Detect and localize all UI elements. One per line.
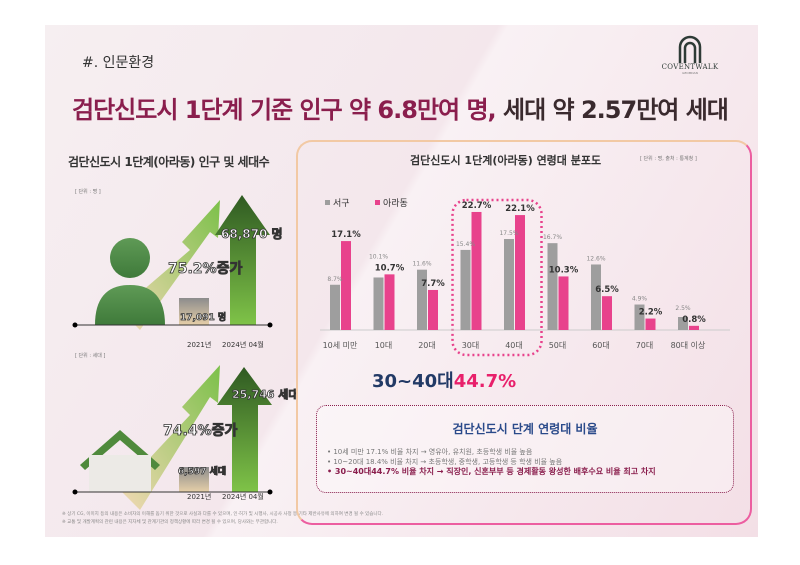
legend-swatch	[375, 200, 380, 205]
x-tick-label: 10세 미만	[323, 341, 358, 350]
highlight-summary: 30~40대44.7%	[372, 367, 516, 393]
title-main: 검단신도시 1단계 기준 인구 약 6.8만여 명,	[72, 96, 497, 124]
footnote: ※ 상기 CG, 이미지 등의 내용은 소비자의 이해를 돕기 위한 것으로 사…	[62, 512, 384, 517]
bar-서구	[547, 243, 558, 330]
data-label: 2.5%	[675, 305, 691, 312]
household-unit: [ 단위 : 세대 ]	[75, 353, 106, 359]
data-label: 0.8%	[682, 315, 706, 325]
households-2021-value: 6,597 세대	[178, 467, 227, 478]
axis-dot	[267, 322, 273, 328]
legend-swatch	[325, 200, 330, 205]
info-item: • 10~20대 18.4% 비율 차지 → 초등학생, 중학생, 고등학생 등…	[327, 458, 563, 466]
data-label: 15.4%	[456, 241, 475, 248]
x-tick-label: 20대	[418, 341, 436, 350]
data-label: 8.7%	[327, 276, 343, 283]
x-tick-label: 30대	[462, 341, 480, 350]
person-icon	[110, 238, 150, 278]
data-label: 10.1%	[369, 253, 388, 260]
bar-서구	[417, 269, 427, 330]
chart-source: [ 단위 : 명, 출처 : 통계청 ]	[640, 156, 697, 162]
highlight-value: 44.7%	[453, 371, 517, 392]
bar-서구	[460, 249, 471, 330]
bar-2024-population	[215, 195, 270, 325]
bar-아라동	[471, 211, 482, 330]
person-body-icon	[95, 285, 165, 325]
brand-logo: COVENTWALK GEOMDAN	[660, 35, 720, 75]
population-2021-value: 17,091 명	[180, 313, 227, 324]
info-title: 검단신도시 단계 연령대 비율	[452, 422, 598, 436]
data-label: 10.7%	[375, 263, 405, 273]
page-title: 검단신도시 1단계 기준 인구 약 6.8만여 명, 세대 약 2.57만여 세…	[72, 90, 729, 125]
data-label: 4.9%	[632, 296, 648, 303]
data-label: 11.6%	[412, 261, 431, 268]
population-year-2024: 2024년 04월	[222, 341, 264, 349]
bar-서구	[373, 277, 384, 330]
legend-label: 아라동	[383, 198, 408, 209]
x-tick-label: 50대	[549, 341, 567, 350]
population-unit: [ 단위 : 명 ]	[75, 189, 101, 195]
data-label: 22.7%	[462, 201, 492, 211]
bar-아라동	[558, 276, 569, 330]
highlight-box	[451, 198, 543, 357]
logo-subtext: GEOMDAN	[682, 71, 698, 75]
age-bar-chart: 서구 아라동 8.7% 17.1% 10세 미만 10.1% 10.7% 10대 11.6% 7.…	[320, 198, 730, 357]
title-secondary: 세대 약 2.57만여 세대	[495, 96, 729, 124]
info-item-highlight: • 30~40대44.7% 비율 차지 → 직장인, 신혼부부 등 경제활동 왕…	[327, 467, 656, 476]
axis-dot	[72, 489, 78, 495]
x-tick-label: 70대	[636, 341, 654, 350]
data-label: 16.7%	[543, 234, 562, 241]
x-tick-label: 10대	[375, 341, 393, 350]
bar-아라동	[384, 274, 395, 330]
arch-logo-icon	[678, 35, 702, 63]
population-growth: 75.2%증가	[168, 261, 243, 278]
data-label: 6.5%	[595, 285, 619, 295]
highlight-prefix: 30~40대	[372, 371, 454, 392]
chart-title: 검단신도시 1단계(아라동) 연령대 분포도	[410, 154, 602, 167]
x-tick-label: 80대 이상	[671, 340, 706, 350]
age-distribution-panel	[296, 140, 752, 525]
axis-dot	[267, 489, 273, 495]
households-2024-value: 25,746 세대	[232, 388, 299, 402]
house-roof-icon	[80, 430, 160, 470]
bar-서구	[504, 239, 514, 330]
growth-infographic	[72, 195, 273, 510]
households-growth: 74.4%증가	[163, 423, 238, 440]
data-label: 17.5%	[499, 230, 518, 237]
data-label: 10.3%	[549, 265, 579, 275]
age-ratio-info-box: 검단신도시 단계 연령대 비율 • 10세 미만 17.1% 비율 차지 → 영…	[316, 405, 734, 493]
footnotes: ※ 상기 CG, 이미지 등의 내용은 소비자의 이해를 돕기 위한 것으로 사…	[62, 511, 383, 527]
footnote: ※ 교통 및 개발계획의 관련 내용은 지자체 및 관계기관의 정책상황에 따라…	[62, 520, 278, 525]
bar-아라동	[341, 241, 351, 330]
bar-아라동	[428, 289, 438, 330]
house-icon	[89, 455, 151, 492]
bar-서구	[330, 284, 340, 330]
population-2024-value: 68,870 명	[221, 227, 283, 242]
data-label: 12.6%	[586, 255, 605, 262]
x-tick-label: 60대	[592, 341, 610, 350]
logo-text: COVENTWALK	[661, 63, 719, 71]
x-tick-label: 40대	[505, 341, 523, 350]
bar-2021-households	[179, 467, 209, 492]
data-label: 17.1%	[331, 230, 361, 240]
left-panel-title: 검단신도시 1단계(아라동) 인구 및 세대수	[68, 155, 270, 169]
households-year-2024: 2024년 04월	[222, 493, 264, 501]
population-year-2021: 2021년	[187, 341, 212, 349]
bar-2024-households	[217, 367, 272, 492]
bar-아라동	[602, 296, 612, 330]
info-item: • 10세 미만 17.1% 비율 차지 → 영유아, 유치원, 초등학생 비율…	[327, 448, 533, 456]
bar-아라동	[515, 215, 525, 330]
data-label: 7.7%	[421, 279, 445, 289]
bar-아라동	[689, 325, 699, 330]
legend-label: 서구	[333, 198, 350, 209]
axis-dot	[72, 322, 78, 328]
data-label: 2.2%	[639, 308, 663, 318]
bar-2021-population	[179, 298, 209, 325]
bar-서구	[591, 264, 601, 330]
bar-서구	[634, 304, 645, 330]
households-year-2021: 2021년	[187, 493, 212, 501]
data-label: 22.1%	[505, 204, 535, 214]
section-label: #. 인문환경	[82, 55, 155, 71]
bar-아라동	[645, 318, 656, 330]
bar-서구	[678, 317, 688, 330]
